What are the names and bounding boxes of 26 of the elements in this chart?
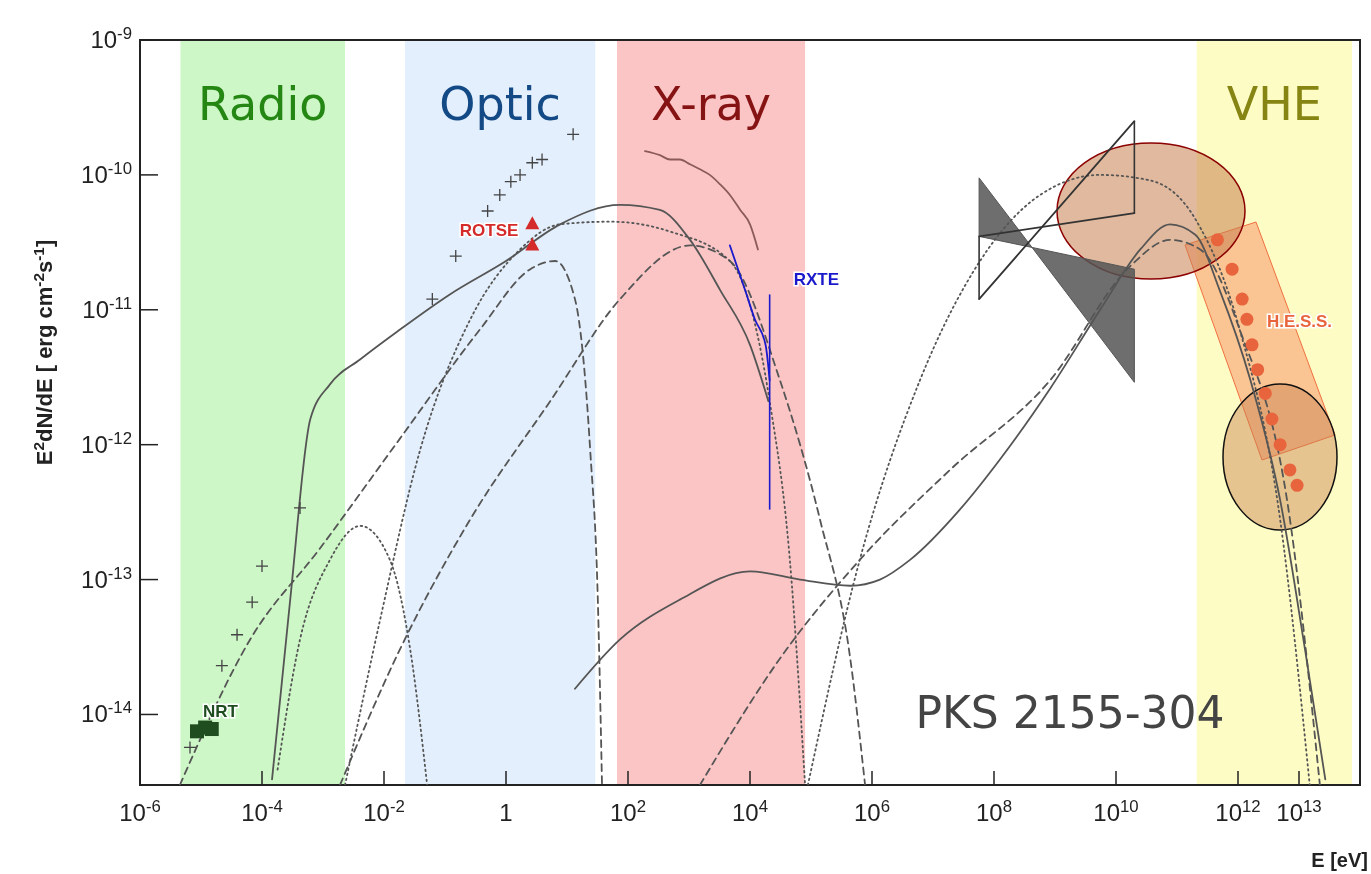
y-tick-label: 10$^{-14}$ [81,697,132,728]
text: RXTE [793,270,839,290]
series-label: ROTSE [459,221,519,241]
x-tick-label: 1 [499,799,513,826]
band-label: VHE [1226,77,1322,131]
x-tick-label: 10$^{6}$ [853,796,891,826]
y-tick-label: 10$^{-11}$ [82,293,132,323]
band-label: Optic [439,77,561,131]
x-axis-title: E [eV] [1311,849,1368,871]
y-tick-label: 10$^{-10}$ [81,158,132,188]
x-tick-label: 10$^{4}$ [731,796,769,826]
series-label: NRT [203,702,239,722]
x-tick-label: 10$^{-6}$ [119,796,161,826]
x-tick-label: 10$^{12}$ [1215,796,1261,826]
x-tick-label: 10$^{-4}$ [241,796,283,826]
y-tick-label: 10$^{-9}$ [90,23,132,53]
x-tick-label: 10$^{10}$ [1093,796,1139,826]
x-tick-label: 10$^{2}$ [609,796,647,826]
y-tick-label: 10$^{-13}$ [81,563,132,593]
annotation: PKS 2155-304 [915,687,1225,738]
x-tick-label: 10$^{-2}$ [363,796,405,826]
band-label: X-ray [650,77,772,131]
x-tick-label: 10$^{8}$ [975,796,1013,826]
band-label: Radio [198,77,328,131]
x-tick-label: 10$^{13}$ [1276,796,1322,826]
y-tick-label: 10$^{-12}$ [81,428,132,458]
